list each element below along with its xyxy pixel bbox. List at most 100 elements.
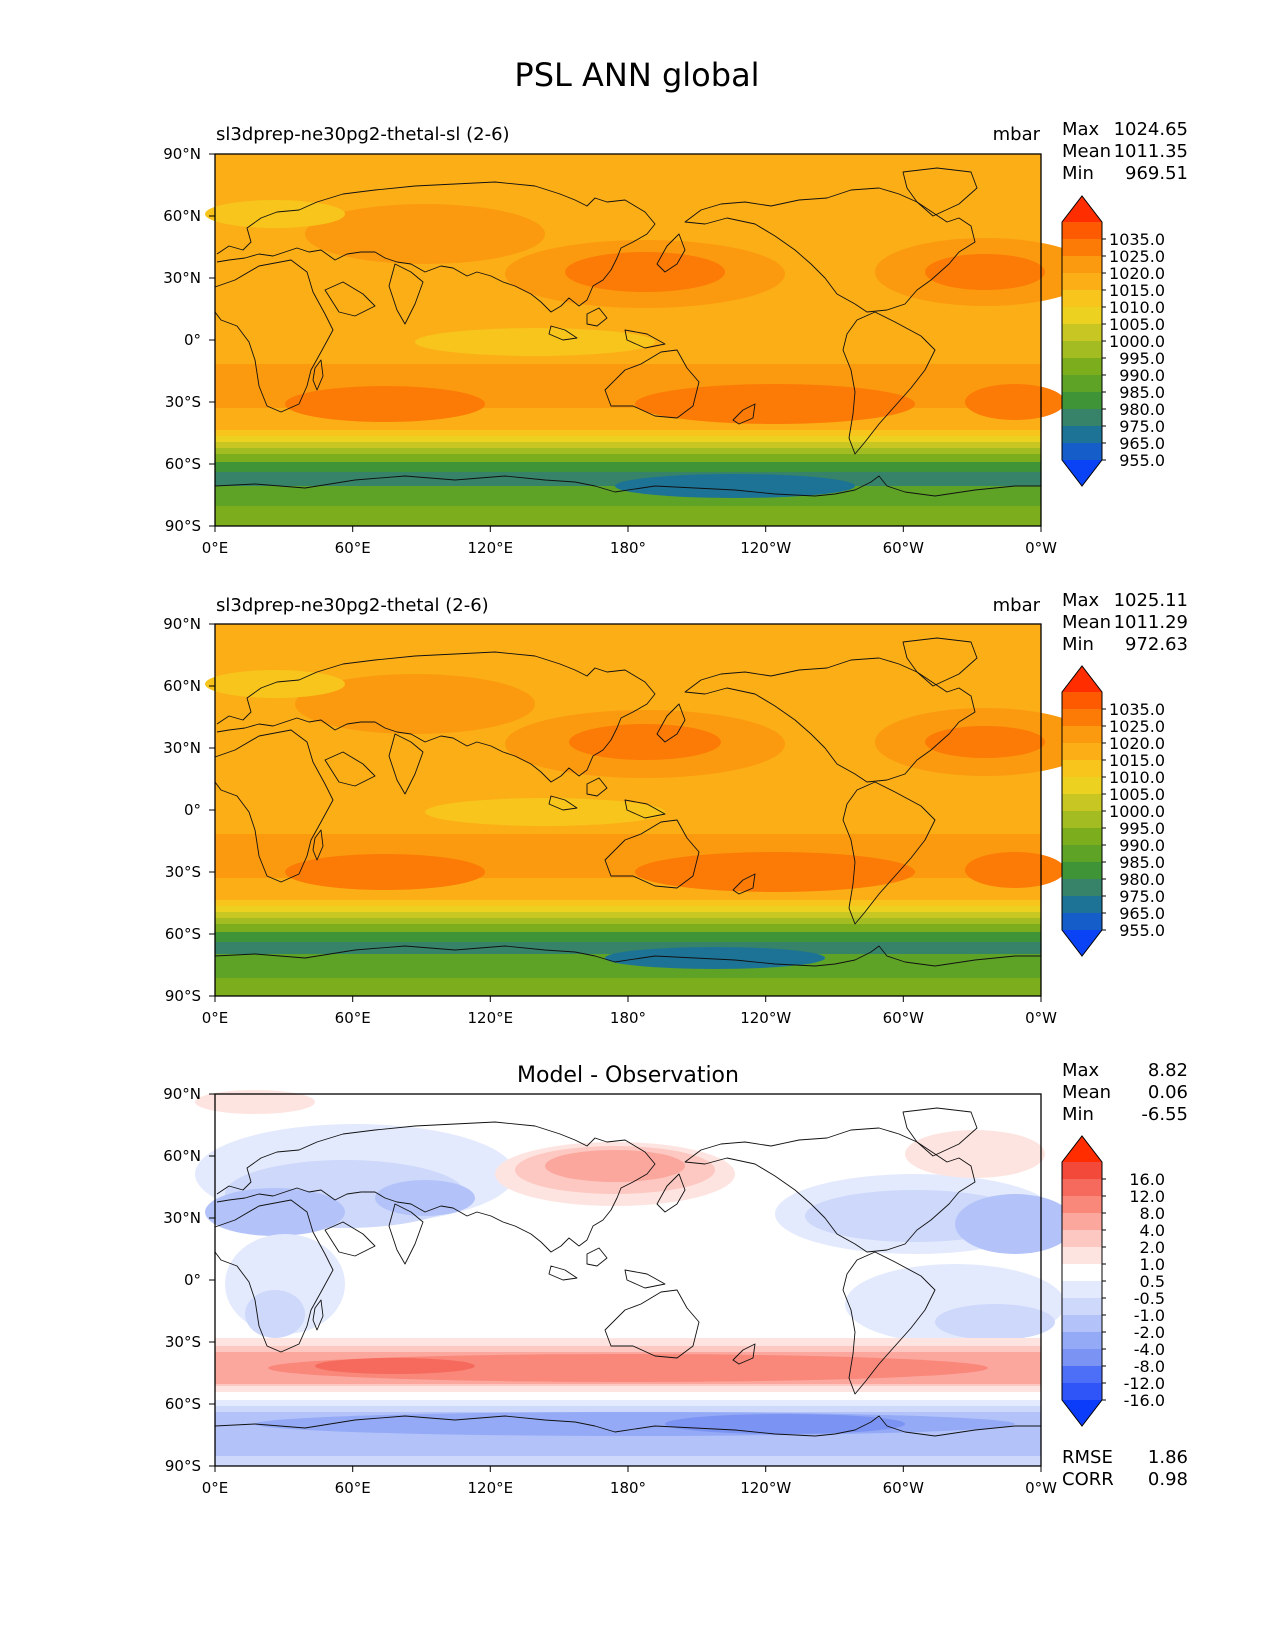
lat-tick-label: 60°S	[165, 925, 201, 943]
stat-label-max: Max	[1062, 590, 1100, 611]
field-band-975	[215, 942, 1041, 954]
panel-left-title: sl3dprep-ne30pg2-thetal-sl (2-6)	[216, 124, 510, 145]
stat-label-mean: Mean	[1062, 1082, 1111, 1103]
field-neg-south-atlantic	[935, 1304, 1055, 1340]
field-band-990	[215, 448, 1041, 454]
colorbar-extend-max	[1062, 196, 1102, 222]
panel-reference: sl3dprep-ne30pg2-thetal (2-6) mbar Max 1…	[163, 590, 1188, 1027]
colorbar-segment	[1062, 239, 1102, 257]
colorbar-label: 1000.0	[1109, 802, 1165, 821]
colorbar-label: 955.0	[1119, 921, 1165, 940]
colorbar-segment	[1062, 341, 1102, 359]
field-low-ross-sea	[615, 474, 855, 498]
lat-tick-label: 0°	[184, 1271, 201, 1289]
colorbar-segment	[1062, 811, 1102, 829]
stat-value-mean: 1011.35	[1114, 141, 1188, 162]
field-band-990	[215, 918, 1041, 924]
lat-tick-label: 30°N	[163, 739, 201, 757]
field-neg-europe	[205, 1188, 345, 1236]
field-neg-asia	[375, 1180, 475, 1216]
lon-tick-label: 0°W	[1025, 1479, 1057, 1497]
field-band-985	[215, 924, 1041, 932]
map-plot	[195, 1090, 1075, 1467]
colorbar-segment	[1062, 1383, 1102, 1401]
lat-tick-label: 30°S	[165, 393, 201, 411]
lon-tick-label: 120°W	[740, 1479, 791, 1497]
stat-label-max: Max	[1062, 1060, 1100, 1081]
colorbar-segment	[1062, 358, 1102, 376]
field-low-europe	[205, 200, 345, 228]
field-pos-north-pacific-core	[545, 1150, 685, 1182]
colorbar-label: 1005.0	[1109, 315, 1165, 334]
colorbar-segment	[1062, 709, 1102, 727]
field-neg-atlantic	[955, 1194, 1075, 1254]
field-south-neg-8	[665, 1414, 905, 1434]
lat-tick-label: 30°S	[165, 863, 201, 881]
stats-block: Max 1024.65 Mean 1011.35 Min 969.51	[1062, 119, 1188, 184]
panel-units: mbar	[993, 595, 1041, 616]
stats-block: Max 1025.11 Mean 1011.29 Min 972.63	[1062, 590, 1188, 655]
lon-tick-label: 60°E	[335, 1479, 371, 1497]
lat-tick-label: 0°	[184, 801, 201, 819]
colorbar-segment	[1062, 794, 1102, 812]
field-neg-africa-inner	[245, 1290, 305, 1338]
colorbar-label: 1035.0	[1109, 700, 1165, 719]
field-low-europe	[205, 670, 345, 698]
field-low-equator	[425, 798, 665, 826]
colorbar-label: 955.0	[1119, 451, 1165, 470]
colorbar-segment	[1062, 1196, 1102, 1214]
colorbar-label: -1.0	[1134, 1306, 1165, 1325]
field-belt-8	[315, 1358, 475, 1374]
colorbar-extend-min	[1062, 1400, 1102, 1426]
colorbar-segment	[1062, 392, 1102, 410]
panel-left-title: sl3dprep-ne30pg2-thetal (2-6)	[216, 595, 489, 616]
lon-tick-label: 120°W	[740, 1009, 791, 1027]
field-high-south-indian	[285, 386, 485, 422]
colorbar-segment	[1062, 879, 1102, 897]
lon-tick-label: 60°E	[335, 539, 371, 557]
colorbar-label: 1015.0	[1109, 281, 1165, 300]
field-band-980	[215, 932, 1041, 942]
colorbar-label: -0.5	[1134, 1289, 1165, 1308]
lon-tick-label: 120°E	[467, 1009, 513, 1027]
field-belt-white	[215, 1392, 1041, 1400]
colorbar-segment	[1062, 862, 1102, 880]
field-high-south-atlantic	[965, 852, 1065, 888]
colorbar-label: 985.0	[1119, 383, 1165, 402]
colorbar-extend-max	[1062, 1136, 1102, 1162]
colorbar-label: -2.0	[1134, 1323, 1165, 1342]
lon-ticks: 0°E 60°E 120°E 180° 120°W 60°W 0°W	[202, 1466, 1057, 1497]
lat-tick-label: 90°N	[163, 1085, 201, 1103]
lon-tick-label: 0°W	[1025, 539, 1057, 557]
colorbar-segment	[1062, 692, 1102, 710]
figure-title: PSL ANN global	[514, 56, 759, 94]
lon-tick-label: 60°E	[335, 1009, 371, 1027]
colorbar-label: 965.0	[1119, 434, 1165, 453]
field-band-1010	[215, 424, 1041, 430]
field-high-north-pacific-core	[569, 724, 721, 760]
colorbar-label: -4.0	[1134, 1340, 1165, 1359]
colorbar-label: 1020.0	[1109, 734, 1165, 753]
colorbar-segment	[1062, 1162, 1102, 1180]
lat-tick-label: 60°N	[163, 1147, 201, 1165]
stat-label-corr: CORR	[1062, 1469, 1114, 1490]
stat-label-mean: Mean	[1062, 612, 1111, 633]
colorbar-label: 965.0	[1119, 904, 1165, 923]
field-band-1005	[215, 430, 1041, 436]
colorbar-label: 975.0	[1119, 417, 1165, 436]
colorbar-label: 990.0	[1119, 366, 1165, 385]
colorbar-segment	[1062, 1349, 1102, 1367]
colorbar-segment	[1062, 828, 1102, 846]
colorbar-segment	[1062, 1281, 1102, 1299]
field-pos-greenland	[905, 1130, 1045, 1178]
colorbar-label: 995.0	[1119, 819, 1165, 838]
colorbar-label: 1010.0	[1109, 298, 1165, 317]
colorbar-label: 4.0	[1140, 1221, 1165, 1240]
colorbar-label: 8.0	[1140, 1204, 1165, 1223]
colorbar-segment	[1062, 324, 1102, 342]
stat-value-max: 1024.65	[1114, 119, 1188, 140]
colorbar-segment	[1062, 222, 1102, 240]
colorbar-label: 1025.0	[1109, 247, 1165, 266]
field-band-995	[215, 912, 1041, 918]
